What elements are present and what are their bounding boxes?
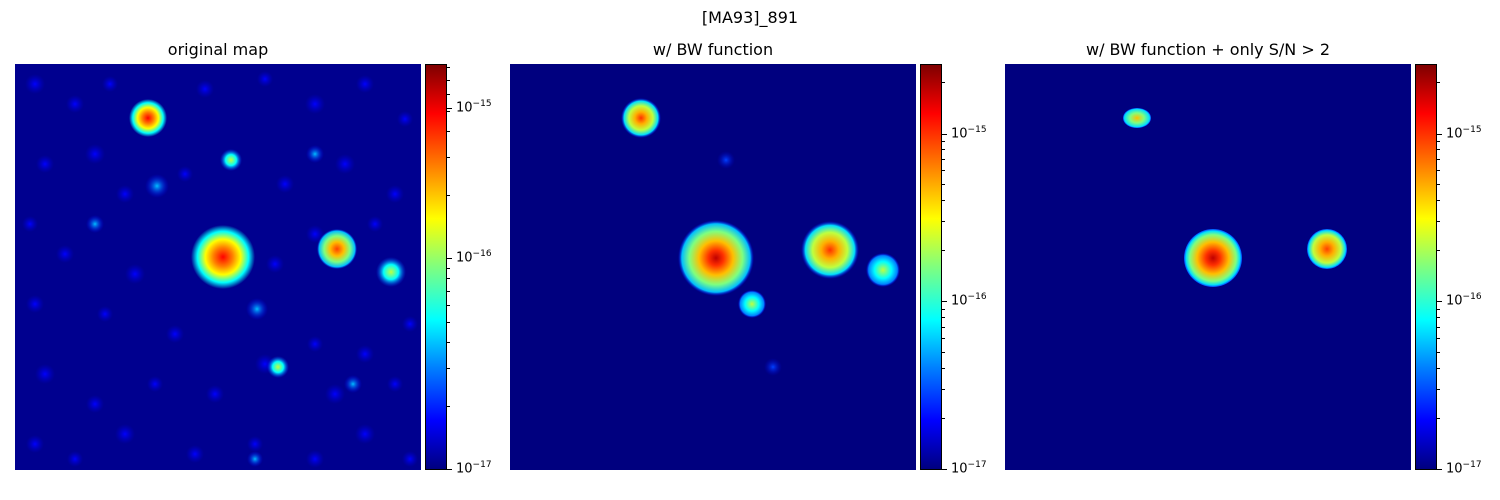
colorbar-minor-tick bbox=[447, 110, 450, 112]
colorbar-minor-tick bbox=[447, 304, 450, 306]
colorbar-minor-tick bbox=[942, 199, 945, 201]
heatmap-bw bbox=[510, 64, 916, 470]
heatmap-original bbox=[15, 64, 421, 470]
colorbar-minor-tick bbox=[1437, 351, 1440, 353]
colorbar-minor-tick bbox=[447, 67, 450, 69]
colorbar bbox=[1415, 64, 1437, 470]
colorbar-minor-tick bbox=[1437, 338, 1440, 340]
colorbar-minor-tick bbox=[942, 351, 945, 353]
colorbar-minor-tick bbox=[942, 317, 945, 319]
colorbar-minor-tick bbox=[447, 157, 450, 159]
colorbar-minor-tick bbox=[942, 170, 945, 172]
colorbar-minor-tick bbox=[942, 418, 945, 420]
colorbar-minor-tick bbox=[942, 367, 945, 369]
source-blob bbox=[1184, 229, 1242, 287]
colorbar-minor-tick bbox=[1437, 170, 1440, 172]
colorbar-minor-tick bbox=[1437, 140, 1440, 142]
colorbar-minor-tick bbox=[1437, 250, 1440, 252]
panel-bw-sn: w/ BW function + only S/N > 2 10−15 10−1… bbox=[1005, 0, 1482, 500]
colorbar-tick bbox=[942, 301, 947, 302]
colorbar-tick bbox=[447, 108, 452, 109]
colorbar-minor-tick bbox=[1437, 367, 1440, 369]
colorbar-tick-label: 10−16 bbox=[951, 292, 987, 309]
colorbar-minor-tick bbox=[1437, 317, 1440, 319]
colorbar-tick-label: 10−15 bbox=[1446, 125, 1482, 142]
panel-title: original map bbox=[167, 40, 269, 59]
colorbar bbox=[425, 64, 447, 470]
colorbar-tick-label: 10−17 bbox=[456, 460, 492, 477]
colorbar-minor-tick bbox=[942, 140, 945, 142]
source-blobs bbox=[86, 99, 406, 467]
source-blob bbox=[717, 151, 735, 169]
colorbar-minor-tick bbox=[447, 290, 450, 292]
colorbar-minor-tick bbox=[447, 405, 450, 407]
colorbar-minor-tick bbox=[1437, 308, 1440, 310]
panel-title: w/ BW function + only S/N > 2 bbox=[1085, 40, 1330, 59]
colorbar-minor-tick bbox=[1437, 388, 1440, 390]
colorbar-minor-tick bbox=[447, 321, 450, 323]
heatmap-svg bbox=[15, 64, 421, 470]
source-blob bbox=[621, 98, 661, 138]
colorbar-minor-tick bbox=[942, 250, 945, 252]
colorbar-minor-tick bbox=[942, 388, 945, 390]
colorbar-tick bbox=[447, 258, 452, 259]
colorbar-minor-tick bbox=[1437, 327, 1440, 328]
colorbar-minor-tick bbox=[942, 327, 945, 328]
panel-bw-function: w/ BW function 10−15 10−16 10−17 bbox=[510, 0, 987, 500]
source-blob bbox=[764, 358, 782, 376]
source-blob bbox=[801, 221, 859, 279]
colorbar-minor-tick bbox=[1437, 199, 1440, 201]
source-blob bbox=[1123, 108, 1151, 128]
heatmap-svg bbox=[1005, 64, 1411, 470]
colorbar-minor-tick bbox=[447, 79, 450, 81]
colorbar-minor-tick bbox=[1437, 149, 1440, 151]
colorbar-minor-tick bbox=[1437, 220, 1440, 222]
colorbar-tick-label: 10−15 bbox=[951, 125, 987, 142]
colorbar-tick bbox=[942, 134, 947, 135]
colorbar-tick-label: 10−17 bbox=[1446, 460, 1482, 477]
colorbar-minor-tick bbox=[942, 82, 945, 84]
panel-title: w/ BW function bbox=[652, 40, 774, 59]
colorbar-minor-tick bbox=[447, 278, 450, 280]
colorbar-tick-label: 10−16 bbox=[456, 249, 492, 266]
colorbar-minor-tick bbox=[447, 131, 450, 132]
colorbar-minor-tick bbox=[942, 149, 945, 151]
colorbar-minor-tick bbox=[447, 368, 450, 370]
heatmap-bw-sn bbox=[1005, 64, 1411, 470]
panel-original-map: original map bbox=[15, 0, 492, 500]
source-blob bbox=[1307, 229, 1347, 269]
colorbar-minor-tick bbox=[942, 220, 945, 222]
colorbar-minor-tick bbox=[447, 342, 450, 343]
colorbar-minor-tick bbox=[1437, 183, 1440, 185]
colorbar-minor-tick bbox=[447, 93, 450, 95]
colorbar-tick-label: 10−16 bbox=[1446, 292, 1482, 309]
heatmap-svg bbox=[510, 64, 916, 470]
colorbar-minor-tick bbox=[942, 183, 945, 185]
colorbar-minor-tick bbox=[1437, 418, 1440, 420]
colorbar-minor-tick bbox=[447, 194, 450, 196]
noise-blobs bbox=[22, 71, 418, 468]
colorbar-tick bbox=[1437, 134, 1442, 135]
source-blob bbox=[866, 253, 900, 287]
colorbar-tick bbox=[1437, 301, 1442, 302]
colorbar-tick-label: 10−17 bbox=[951, 460, 987, 477]
colorbar-minor-tick bbox=[447, 267, 450, 269]
colorbar-minor-tick bbox=[942, 159, 945, 160]
colorbar-tick bbox=[447, 469, 452, 470]
colorbar-minor-tick bbox=[942, 338, 945, 340]
colorbar bbox=[920, 64, 942, 470]
colorbar-tick-label: 10−15 bbox=[456, 99, 492, 116]
colorbar-tick bbox=[1437, 469, 1442, 470]
colorbar-minor-tick bbox=[1437, 159, 1440, 160]
colorbar-minor-tick bbox=[942, 308, 945, 310]
colorbar-tick bbox=[942, 469, 947, 470]
source-blob-tail bbox=[738, 290, 766, 318]
colorbar-minor-tick bbox=[1437, 82, 1440, 84]
figure-title: [MA93]_891 bbox=[701, 8, 799, 27]
source-blob bbox=[678, 220, 754, 296]
